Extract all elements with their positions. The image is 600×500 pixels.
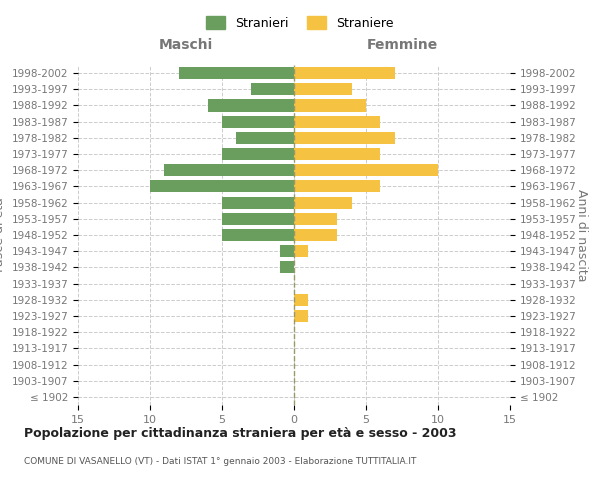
Bar — [280, 245, 294, 258]
Bar — [222, 116, 294, 128]
Bar — [294, 294, 308, 306]
Text: COMUNE DI VASANELLO (VT) - Dati ISTAT 1° gennaio 2003 - Elaborazione TUTTITALIA.: COMUNE DI VASANELLO (VT) - Dati ISTAT 1°… — [24, 458, 416, 466]
Y-axis label: Fasce di età: Fasce di età — [0, 198, 6, 272]
Bar — [294, 100, 366, 112]
Bar — [294, 310, 308, 322]
Y-axis label: Anni di nascita: Anni di nascita — [575, 188, 587, 281]
Bar — [294, 180, 380, 192]
Text: Maschi: Maschi — [159, 38, 213, 52]
Bar — [222, 229, 294, 241]
Bar — [294, 132, 395, 144]
Bar — [222, 212, 294, 225]
Bar — [222, 196, 294, 208]
Bar — [164, 164, 294, 176]
Bar — [294, 116, 380, 128]
Bar — [294, 67, 395, 79]
Bar — [294, 196, 352, 208]
Bar — [294, 229, 337, 241]
Text: Femmine: Femmine — [367, 38, 437, 52]
Text: Popolazione per cittadinanza straniera per età e sesso - 2003: Popolazione per cittadinanza straniera p… — [24, 428, 457, 440]
Bar — [280, 262, 294, 274]
Bar — [236, 132, 294, 144]
Bar — [294, 212, 337, 225]
Bar — [179, 67, 294, 79]
Bar — [294, 83, 352, 96]
Bar — [208, 100, 294, 112]
Bar — [294, 164, 438, 176]
Bar — [150, 180, 294, 192]
Bar — [294, 245, 308, 258]
Bar — [222, 148, 294, 160]
Bar — [294, 148, 380, 160]
Bar — [251, 83, 294, 96]
Legend: Stranieri, Straniere: Stranieri, Straniere — [202, 11, 398, 35]
